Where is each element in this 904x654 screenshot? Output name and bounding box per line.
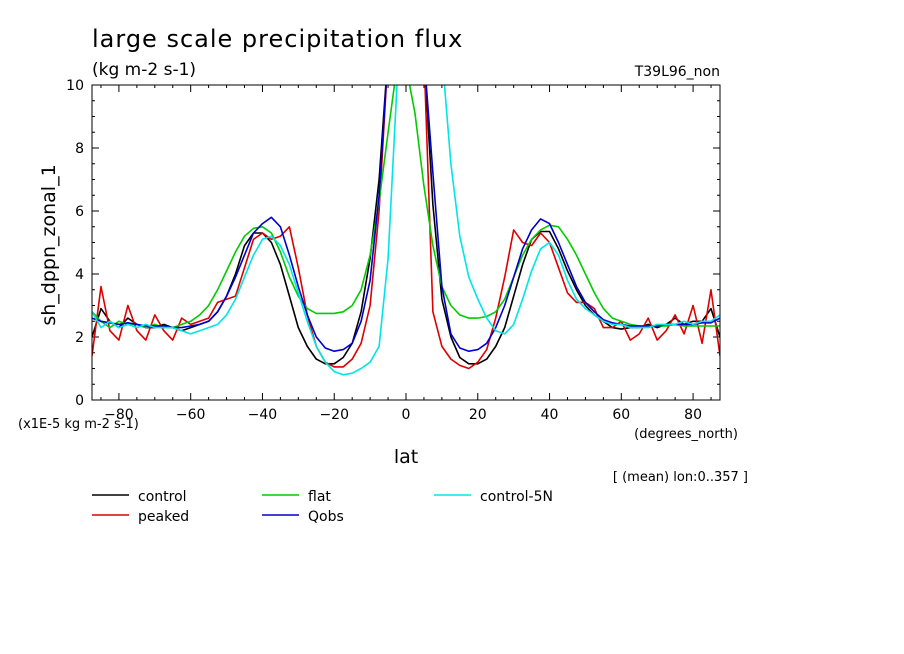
legend-label: Qobs — [308, 509, 344, 525]
chart-subtitle: (kg m-2 s-1) — [92, 60, 196, 80]
y-tick-label: 0 — [75, 393, 84, 409]
series-layer — [92, 85, 720, 376]
series-line-qobs — [92, 85, 720, 353]
chart-title: large scale precipitation flux — [92, 25, 463, 53]
y-tick-label: 6 — [75, 204, 84, 220]
series-line-control — [92, 85, 720, 365]
x-tick-label: 40 — [541, 407, 559, 423]
y-tick-label: 10 — [66, 78, 84, 94]
x-tick-label: 80 — [684, 407, 702, 423]
legend: control peaked flat Qobs control-5N — [92, 489, 553, 525]
x-tick-label: −20 — [319, 407, 349, 423]
legend-label: control — [138, 489, 187, 505]
x-tick-label: 0 — [402, 407, 411, 423]
y-scale-note: (x1E-5 kg m-2 s-1) — [18, 417, 139, 432]
x-tick-label: −60 — [176, 407, 206, 423]
run-label: T39L96_non — [634, 64, 720, 80]
y-tick-label: 8 — [75, 141, 84, 157]
axis-ticks — [92, 84, 720, 401]
x-units-label: (degrees_north) — [634, 427, 738, 442]
y-axis-label: sh_dppn_zonal_1 — [38, 164, 60, 325]
legend-label: flat — [308, 489, 331, 505]
series-line-flat — [92, 85, 720, 329]
legend-label: peaked — [138, 509, 189, 525]
y-tick-label: 4 — [75, 267, 84, 283]
mean-note: [ (mean) lon:0..357 ] — [613, 470, 748, 485]
legend-label: control-5N — [480, 489, 553, 505]
tick-labels: −80 −60 −40 −20 0 20 40 60 80 0 2 4 6 8 10 — [66, 78, 702, 423]
plot-frame — [91, 84, 721, 401]
x-tick-label: 60 — [612, 407, 630, 423]
x-axis-label: lat — [394, 446, 418, 468]
y-tick-label: 2 — [75, 330, 84, 346]
x-tick-label: 20 — [469, 407, 487, 423]
series-line-peaked — [92, 85, 720, 370]
series-line-control-5n — [92, 85, 720, 376]
x-tick-label: −80 — [104, 407, 134, 423]
x-tick-label: −40 — [248, 407, 278, 423]
